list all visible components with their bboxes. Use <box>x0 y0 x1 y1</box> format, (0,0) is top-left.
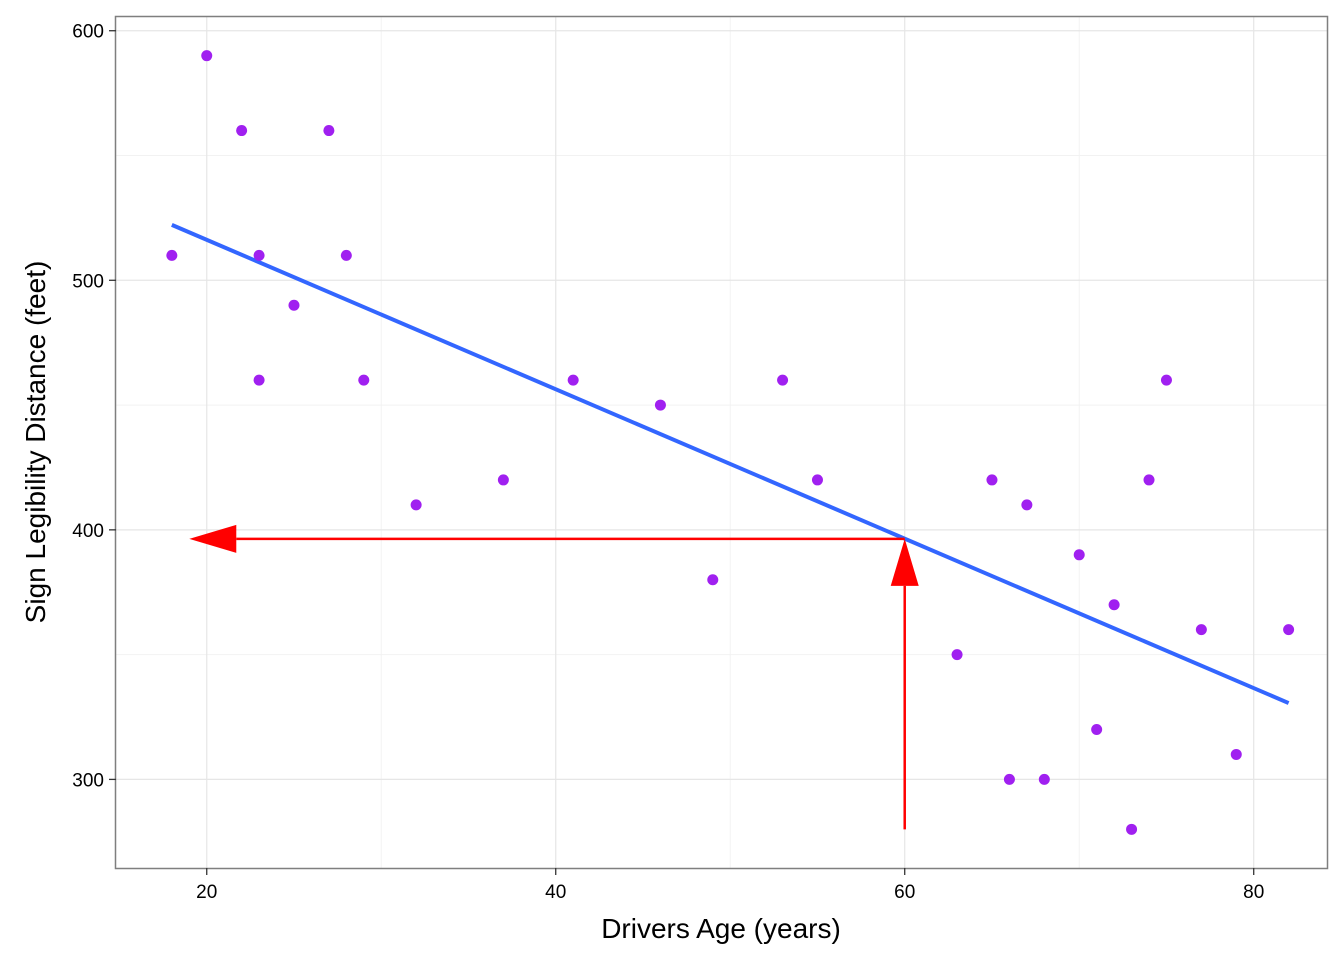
y-tick-label: 600 <box>72 22 104 43</box>
data-point <box>497 474 509 486</box>
data-points <box>166 50 1295 835</box>
data-point <box>358 374 370 386</box>
data-point <box>1195 624 1207 636</box>
data-point <box>1230 748 1242 760</box>
data-point <box>340 249 352 261</box>
data-point <box>777 374 789 386</box>
y-tick-label: 500 <box>72 271 104 292</box>
data-point <box>1091 723 1103 735</box>
axis-ticks: 20 40 60 80 300 400 500 600 <box>72 22 1264 903</box>
annotation-arrow-head <box>189 524 237 553</box>
annotation-arrows <box>189 524 919 830</box>
regression-line <box>171 223 1290 705</box>
data-point <box>323 125 335 137</box>
data-point <box>811 474 823 486</box>
x-axis-title: Drivers Age (years) <box>601 913 841 944</box>
data-point <box>1160 374 1172 386</box>
x-tick-label: 80 <box>1243 882 1264 903</box>
annotation-arrow-head <box>890 538 919 586</box>
data-point <box>288 299 300 311</box>
data-point <box>1073 549 1085 561</box>
data-point <box>236 125 248 137</box>
y-tick-label: 400 <box>72 521 104 542</box>
data-point <box>253 249 265 261</box>
data-point <box>1003 773 1015 785</box>
data-point <box>1143 474 1155 486</box>
gridlines <box>116 17 1327 868</box>
data-point <box>1108 599 1120 611</box>
y-axis-title: Sign Legibility Distance (feet) <box>20 261 51 624</box>
data-point <box>951 649 963 661</box>
data-point <box>707 574 719 586</box>
panel-border <box>114 15 1329 870</box>
data-point <box>253 374 265 386</box>
data-point <box>1038 773 1050 785</box>
data-point <box>654 399 666 411</box>
data-point <box>1283 624 1295 636</box>
data-point <box>166 249 178 261</box>
x-tick-label: 40 <box>545 882 566 903</box>
data-point <box>1126 823 1138 835</box>
data-point <box>410 499 422 511</box>
data-point <box>1021 499 1033 511</box>
x-tick-label: 60 <box>894 882 915 903</box>
fit-line-layer <box>171 223 1290 705</box>
data-point <box>986 474 998 486</box>
data-point <box>567 374 579 386</box>
y-tick-label: 300 <box>72 770 104 791</box>
data-point <box>201 50 213 62</box>
x-tick-label: 20 <box>196 882 217 903</box>
